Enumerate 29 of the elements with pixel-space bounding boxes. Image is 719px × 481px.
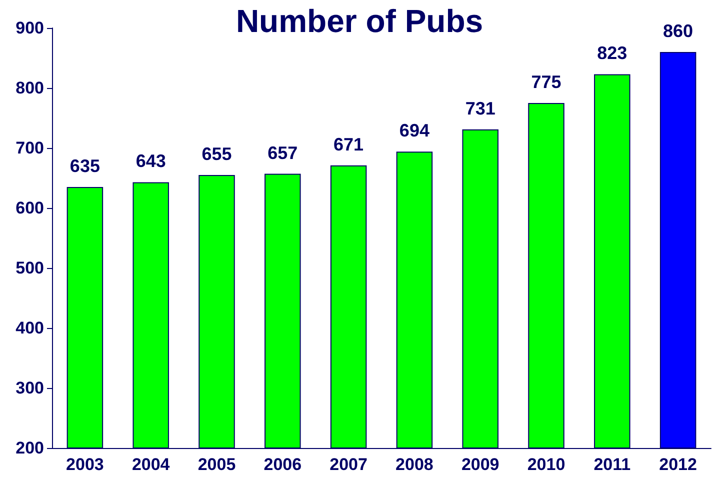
data-label: 694 <box>399 120 430 141</box>
data-label: 655 <box>202 144 232 164</box>
data-label: 823 <box>597 43 628 64</box>
x-tick-label: 2005 <box>198 455 236 474</box>
x-tick-label: 2010 <box>527 455 566 474</box>
data-label: 860 <box>663 21 694 41</box>
data-label: 731 <box>465 98 496 118</box>
y-tick-label: 900 <box>16 18 44 38</box>
data-label: 671 <box>334 134 364 154</box>
y-tick-label: 600 <box>16 198 44 218</box>
x-tick-label: 2007 <box>330 455 368 474</box>
data-label: 775 <box>531 72 562 92</box>
y-tick-label: 300 <box>16 378 44 398</box>
x-tick-label: 2009 <box>461 455 500 474</box>
x-tick-label: 2006 <box>264 455 302 474</box>
y-tick-label: 400 <box>16 318 44 338</box>
x-tick-label: 2012 <box>659 455 697 474</box>
data-label: 657 <box>268 142 298 163</box>
y-tick-label: 200 <box>16 438 44 458</box>
y-tick-label: 500 <box>16 258 44 278</box>
x-tick-label: 2008 <box>396 455 434 474</box>
x-tick-label: 2004 <box>132 455 170 474</box>
data-label: 643 <box>136 151 166 172</box>
x-tick-label: 2011 <box>594 455 631 474</box>
x-tick-label: 2003 <box>66 455 104 474</box>
data-label: 635 <box>70 156 100 176</box>
y-tick-label: 700 <box>16 138 44 158</box>
y-tick-label: 800 <box>16 78 44 98</box>
chart-title: Number of Pubs <box>236 3 484 39</box>
